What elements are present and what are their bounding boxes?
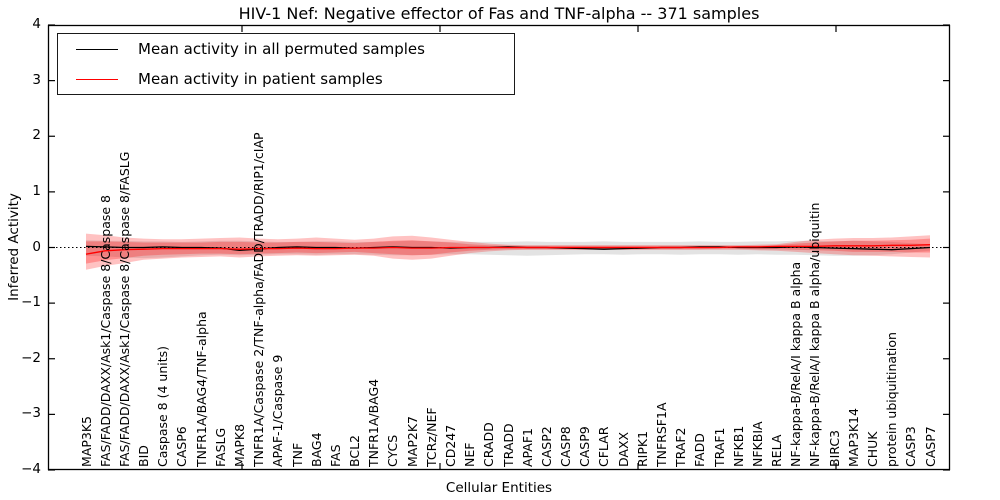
x-tick-label: MAPK8 <box>231 423 247 467</box>
x-tick-label: BID <box>136 445 152 467</box>
x-tick-label: protein ubiquitination <box>884 332 900 467</box>
x-tick-label: TNFR1A/Caspase 2/TNF-alpha/FADD/TRADD/RI… <box>251 132 267 467</box>
x-tick-label: TNF <box>289 442 305 467</box>
y-tick-label: −1 <box>21 294 41 311</box>
y-tick-label: 3 <box>32 71 41 88</box>
x-tick-label: CRADD <box>481 422 497 467</box>
x-tick-label: CASP3 <box>903 426 919 467</box>
y-tick-label: 1 <box>32 182 41 199</box>
x-tick-label: Caspase 8 (4 units) <box>155 345 171 467</box>
x-tick-label: NFKBIA <box>749 421 765 467</box>
x-tick-label: CASP2 <box>538 426 554 467</box>
x-tick-label: MAP3K5 <box>78 416 94 467</box>
y-tick-label: 0 <box>32 238 41 255</box>
x-tick-label: APAF-1/Caspase 9 <box>270 354 286 467</box>
legend-label: Mean activity in patient samples <box>138 70 383 88</box>
x-tick-label: BAG4 <box>308 432 324 467</box>
patient-samples-spread-outer-band <box>86 233 930 270</box>
x-tick-label: NF-kappa-B/RelA/I kappa B alpha/ubiquiti… <box>807 202 823 467</box>
legend-line-red <box>76 78 118 80</box>
x-tick-label: CASP9 <box>577 426 593 467</box>
x-tick-label: FAS <box>327 444 343 467</box>
x-tick-label: TRADD <box>500 423 516 467</box>
x-tick-label: RIPK1 <box>634 430 650 467</box>
legend: Mean activity in all permuted samples Me… <box>57 33 515 95</box>
series-line <box>85 244 931 255</box>
y-tick-label: −2 <box>21 349 41 366</box>
x-tick-label: TRAF2 <box>673 427 689 467</box>
x-tick-label: NEF <box>462 442 478 467</box>
legend-entry-permuted: Mean activity in all permuted samples <box>76 36 514 62</box>
chart-title: HIV-1 Nef: Negative effector of Fas and … <box>238 4 760 23</box>
x-tick-label: APAF1 <box>519 428 535 467</box>
x-tick-label: RELA <box>769 434 785 467</box>
permuted-samples-spread-band <box>86 240 930 259</box>
y-tick-label: −4 <box>21 461 41 477</box>
legend-line-black <box>76 48 118 50</box>
y-tick-label: −3 <box>21 405 41 422</box>
x-tick-label: MAP3K14 <box>845 408 861 467</box>
x-tick-label: CASP8 <box>558 426 574 467</box>
x-tick-label: NFKB1 <box>730 425 746 467</box>
x-tick-label: FAS/FADD/DAXX/Ask1/Caspase 8/Caspase 8/F… <box>116 151 132 467</box>
x-tick-label: FADD <box>692 433 708 467</box>
x-tick-label: FASLG <box>212 427 228 467</box>
x-tick-label: CASP6 <box>174 426 190 467</box>
x-tick-label: BIRC3 <box>826 429 842 467</box>
x-tick-label: CYCS <box>385 434 401 467</box>
x-tick-label: DAXX <box>615 431 631 467</box>
x-tick-label: TNFRSF1A <box>653 402 669 468</box>
legend-label: Mean activity in all permuted samples <box>138 40 425 58</box>
x-tick-label: CD247 <box>442 424 458 467</box>
x-tick-label: TNFR1A/BAG4/TNF-alpha <box>193 311 209 467</box>
patient-samples-spread-inner-band <box>86 238 930 264</box>
x-axis-label: Cellular Entities <box>445 480 553 496</box>
x-tick-label: FAS/FADD/DAXX/Ask1/Caspase 8/Caspase 8 <box>97 194 113 467</box>
x-tick-label: TNFR1A/BAG4 <box>366 378 382 467</box>
y-tick-label: 4 <box>32 16 41 32</box>
x-tick-label: TRAF1 <box>711 427 727 467</box>
x-tick-label: TCRz/NEF <box>423 407 439 467</box>
legend-entry-patient: Mean activity in patient samples <box>76 66 514 92</box>
y-tick-label: 2 <box>32 127 41 144</box>
x-tick-label: NF-kappa-B/RelA/I kappa B alpha <box>788 261 804 467</box>
x-tick-label: BCL2 <box>347 434 363 467</box>
x-tick-label: MAP2K7 <box>404 416 420 467</box>
x-tick-label: CHUK <box>864 431 880 467</box>
x-tick-label: CFLAR <box>596 426 612 467</box>
x-tick-label: CASP7 <box>922 426 938 467</box>
